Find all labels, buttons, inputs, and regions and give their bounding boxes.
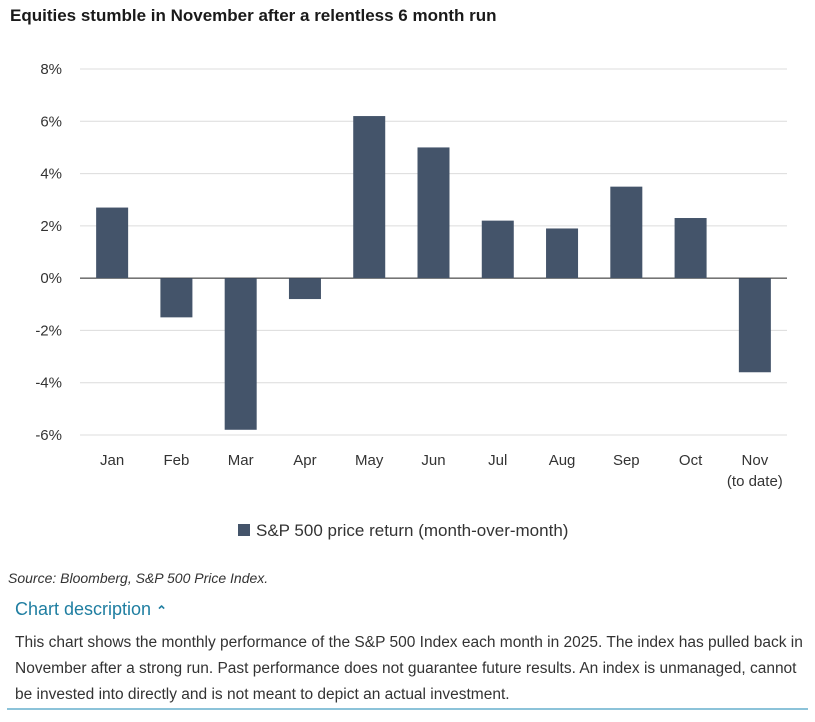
x-tick-label: Nov [742,452,769,469]
bar-jun [417,147,450,279]
y-tick-label: 4% [40,166,62,183]
x-tick-label: Oct [679,452,703,469]
y-tick-label: -6% [35,427,62,444]
chart-title: Equities stumble in November after a rel… [10,6,497,25]
chart-description-text: This chart shows the monthly performance… [15,634,803,703]
y-tick-label: 0% [40,270,62,287]
bar-mar [224,278,257,430]
x-tick-label: Jan [100,452,124,469]
bar-jan [96,207,129,279]
x-tick-label: Jun [421,452,445,469]
x-tick-label: May [355,452,384,469]
bar-oct [674,218,707,279]
x-tick-label: Apr [293,452,316,469]
x-tick-label: Aug [549,452,576,469]
y-tick-label: 6% [40,113,62,130]
bar-aug [546,228,579,279]
legend-label: S&P 500 price return (month-over-month) [256,521,568,540]
bar-jul [481,220,514,279]
y-tick-label: -2% [35,322,62,339]
x-tick-label: Mar [228,452,254,469]
bar-feb [160,278,193,318]
y-tick-label: -4% [35,375,62,392]
x-tick-sublabel: (to date) [727,473,783,490]
bar-may [353,116,386,279]
bar-chart: 8% 6% 4% 2% 0% -2% -4% -6% Jan Feb Mar Apr May Jun Jul… [35,61,787,540]
y-tick-label: 2% [40,218,62,235]
x-tick-label: Jul [488,452,507,469]
bar-apr [288,278,321,300]
y-tick-label: 8% [40,61,62,78]
x-tick-label: Feb [163,452,189,469]
chart-description-label: Chart description [15,599,152,619]
bar-nov [738,278,771,373]
chevron-up-icon: ⌃ [156,603,167,618]
source-note: Source: Bloomberg, S&P 500 Price Index. [8,570,269,586]
x-tick-label: Sep [613,452,640,469]
bar-sep [610,186,643,279]
legend-swatch [238,524,250,536]
divider [7,708,808,710]
chart-description-toggle[interactable]: Chart description ⌃ [15,599,167,620]
